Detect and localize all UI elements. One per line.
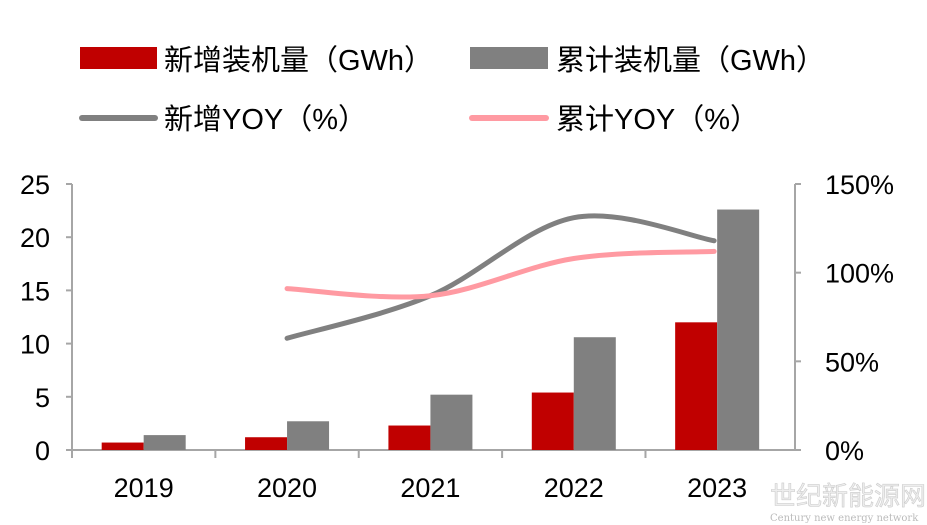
x-tick-label: 2022	[544, 473, 604, 503]
watermark: 世纪新能源网 Century new energy network	[770, 482, 927, 524]
left-tick-label: 20	[20, 223, 50, 253]
x-tick-label: 2021	[400, 473, 460, 503]
bar-cumulative-2019	[143, 435, 186, 450]
x-tick-label: 2019	[114, 473, 174, 503]
right-tick-label: 0%	[825, 436, 864, 466]
right-tick-label: 100%	[825, 259, 894, 289]
bar-cumulative-2023	[717, 209, 760, 450]
bar-cumulative-2020	[287, 421, 330, 450]
legend-swatch-new-capacity	[80, 47, 157, 69]
x-tick-label: 2023	[687, 473, 747, 503]
right-tick-label: 150%	[825, 170, 894, 200]
bar-new-2022	[531, 392, 574, 450]
left-tick-label: 25	[20, 170, 50, 200]
legend: 新增装机量（GWh） 累计装机量（GWh） 新增YOY（%） 累计YOY（%）	[79, 44, 825, 136]
left-tick-label: 15	[20, 276, 50, 306]
legend-label-cumulative-yoy: 累计YOY（%）	[556, 103, 759, 136]
legend-label-cumulative-capacity: 累计装机量（GWh）	[556, 44, 825, 77]
bar-new-2019	[101, 442, 144, 450]
legend-label-new-yoy: 新增YOY（%）	[164, 103, 367, 136]
bar-new-2021	[388, 425, 431, 450]
left-tick-label: 10	[20, 330, 50, 360]
x-tick-label: 2020	[257, 473, 317, 503]
bar-new-2020	[245, 437, 288, 450]
left-tick-label: 0	[35, 436, 50, 466]
right-tick-label: 50%	[825, 347, 879, 377]
watermark-sub: Century new energy network	[770, 513, 919, 524]
bar-new-2023	[675, 322, 718, 450]
bar-cumulative-2022	[573, 337, 616, 450]
legend-swatch-cumulative-capacity	[470, 47, 548, 69]
legend-label-new-capacity: 新增装机量（GWh）	[164, 44, 433, 77]
line-new-yoy	[284, 213, 717, 341]
watermark-main: 世纪新能源网	[770, 482, 926, 512]
bar-cumulative-2021	[430, 394, 473, 450]
line-cumulative-yoy	[284, 248, 717, 300]
left-tick-label: 5	[35, 383, 50, 413]
